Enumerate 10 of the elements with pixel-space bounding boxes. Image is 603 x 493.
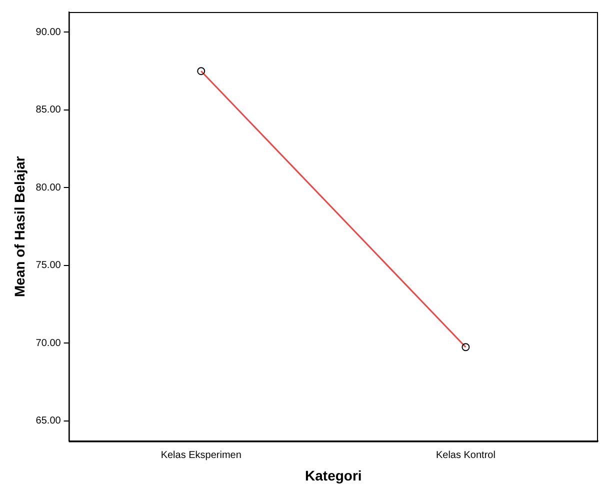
y-tick-label: 75.00 — [36, 260, 62, 272]
y-tick-label: 85.00 — [36, 104, 62, 116]
x-tick-label: Kelas Kontrol — [436, 450, 496, 461]
y-axis-title: Mean of Hasil Belajar — [11, 156, 28, 298]
x-axis-title: Kategori — [305, 467, 362, 484]
x-tick-label: Kelas Eksperimen — [160, 450, 242, 461]
y-tick-label: 80.00 — [36, 182, 62, 194]
y-tick-label: 65.00 — [36, 416, 62, 427]
y-tick-label: 90.00 — [36, 26, 62, 38]
y-tick-label: 70.00 — [36, 338, 62, 349]
